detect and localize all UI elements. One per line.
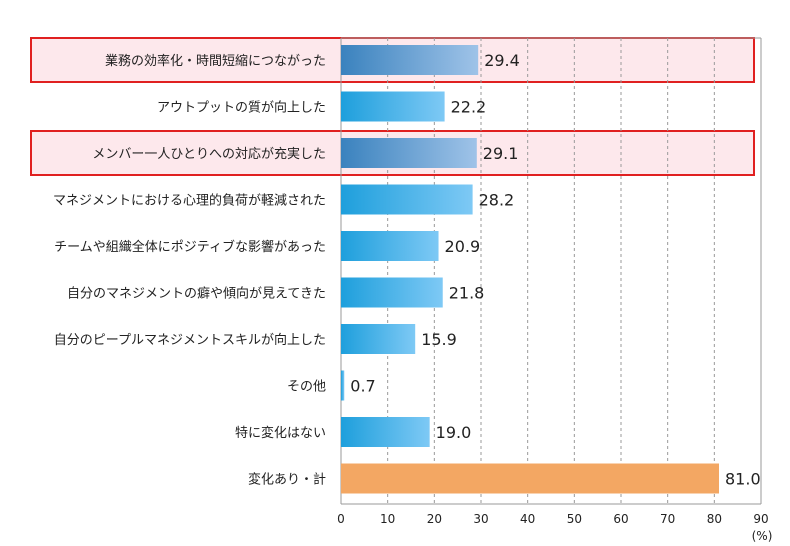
tick-label: 70 (660, 512, 675, 526)
tick-label: 90 (753, 512, 768, 526)
category-label: 自分のマネジメントの癖や傾向が見えてきた (67, 286, 326, 302)
bar (341, 370, 345, 401)
tick-label: 60 (613, 512, 628, 526)
tick-label: 20 (427, 512, 442, 526)
category-label: マネジメントにおける心理的負荷が軽減された (53, 193, 326, 209)
bar (341, 184, 473, 215)
bars (341, 45, 719, 494)
value-label: 15.9 (421, 330, 457, 349)
bar (341, 463, 719, 494)
value-label: 20.9 (445, 237, 481, 256)
value-label: 22.2 (451, 98, 487, 117)
category-label: 変化あり・計 (248, 472, 326, 488)
tick-label: 10 (380, 512, 395, 526)
category-label: 業務の効率化・時間短縮につながった (105, 53, 326, 69)
bar (341, 231, 439, 261)
value-label: 19.0 (436, 423, 472, 442)
tick-label: 50 (567, 512, 582, 526)
value-label: 81.0 (725, 470, 761, 489)
category-label: アウトプットの質が向上した (157, 100, 326, 116)
value-label: 0.7 (350, 377, 375, 396)
category-label: その他 (287, 380, 326, 395)
category-label: チームや組織全体にポジティブな影響があった (54, 239, 326, 255)
category-label: メンバー一人ひとりへの対応が充実した (92, 146, 326, 162)
bar (341, 324, 416, 354)
bar (341, 277, 443, 308)
bar (341, 45, 479, 75)
value-label: 29.4 (484, 51, 520, 70)
tick-label: 40 (520, 512, 535, 526)
bar (341, 138, 477, 168)
value-labels: 29.4 22.2 29.1 28.2 20.9 21.8 15.9 0.7 19.0 81.0 (350, 51, 760, 489)
bar (341, 417, 430, 447)
category-labels: 業務の効率化・時間短縮につながったアウトプットの質が向上したメンバー一人ひとりへ… (53, 53, 326, 488)
bar (341, 91, 445, 122)
x-axis-ticks: 0 10 20 30 40 50 60 70 80 90 (337, 512, 768, 526)
value-label: 28.2 (479, 191, 515, 210)
tick-label: 30 (473, 512, 488, 526)
category-label: 自分のピープルマネジメントスキルが向上した (54, 332, 326, 348)
tick-label: 80 (707, 512, 722, 526)
tick-label: 0 (337, 512, 345, 526)
category-label: 特に変化はない (235, 425, 326, 441)
x-axis-unit-label: (%) (752, 529, 773, 543)
value-label: 21.8 (449, 284, 485, 303)
value-label: 29.1 (483, 144, 519, 163)
